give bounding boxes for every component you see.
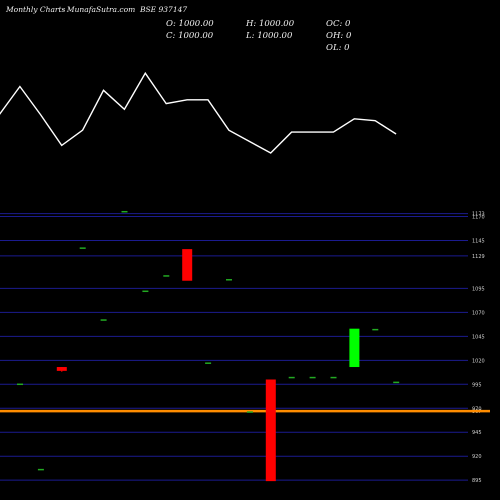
y-tick-label: 1045 xyxy=(472,334,485,340)
y-tick-label: 945 xyxy=(472,430,482,436)
y-tick-label: 1173 xyxy=(472,212,485,218)
symbol-label: BSE 937147 xyxy=(140,5,188,14)
ohlc-high: H: 1000.00 xyxy=(246,19,295,29)
y-tick-label: 1095 xyxy=(472,286,485,292)
y-tick-label: 1145 xyxy=(472,238,485,244)
candle-body xyxy=(182,249,193,281)
ohlc-open: O: 1000.00 xyxy=(166,19,214,29)
indicator-line xyxy=(0,71,397,154)
y-tick-label: 1170 xyxy=(472,215,485,221)
y-tick-label: 920 xyxy=(472,454,482,460)
ohlc-oh: OH: 0 xyxy=(326,31,352,41)
y-tick-label: 1129 xyxy=(472,254,485,260)
y-tick-label: 1020 xyxy=(472,358,485,364)
ohlc-close: C: 1000.00 xyxy=(166,31,214,41)
candle-body xyxy=(265,379,276,482)
y-tick-label: 970 xyxy=(472,406,482,412)
ohlc-ol: OL: 0 xyxy=(326,43,350,53)
ohlc-low: L: 1000.00 xyxy=(246,31,293,41)
ohlc-oc: OC: 0 xyxy=(326,19,351,29)
site-title-left: Monthly Charts xyxy=(6,5,66,14)
candle-body xyxy=(56,367,67,371)
y-tick-label: 895 xyxy=(472,478,482,484)
candle-body xyxy=(349,328,360,368)
site-title-mid: - MunafaSutra.com xyxy=(62,5,136,14)
y-tick-label: 995 xyxy=(472,382,482,388)
y-tick-label: 1070 xyxy=(472,310,485,316)
